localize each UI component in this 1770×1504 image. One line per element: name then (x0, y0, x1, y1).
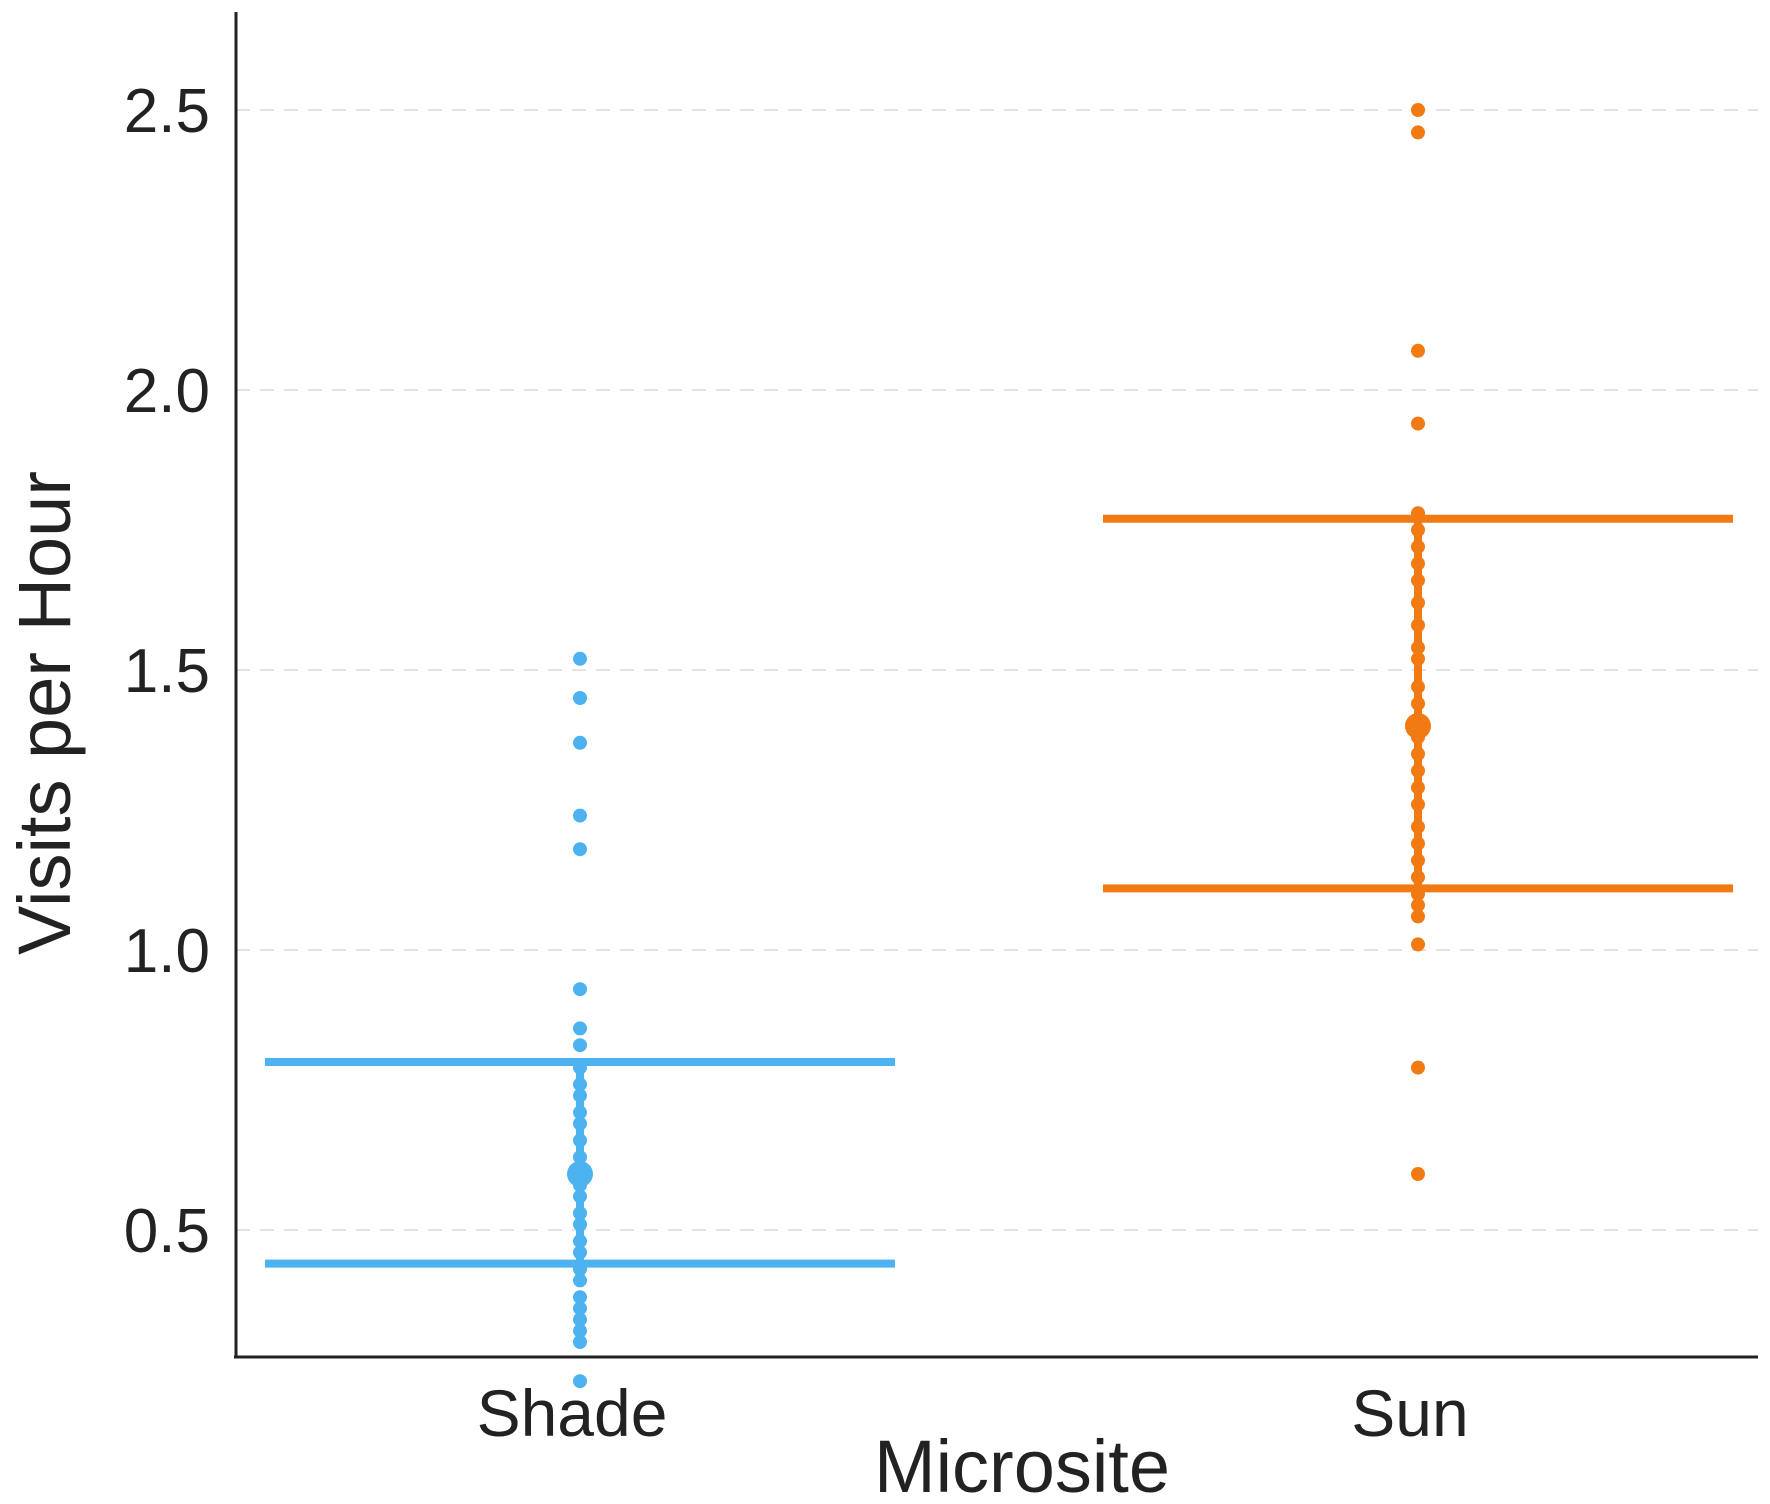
data-point (573, 1301, 587, 1316)
data-point (1411, 870, 1425, 885)
data-point (573, 1217, 587, 1232)
data-point (1411, 696, 1425, 711)
data-point (1411, 780, 1425, 795)
gridlines (236, 109, 1758, 1231)
data-point (573, 1116, 587, 1131)
data-point (1411, 1060, 1425, 1075)
data-point (1411, 125, 1425, 140)
data-point (1411, 937, 1425, 952)
data-point (1411, 747, 1425, 761)
data-point (573, 1150, 587, 1165)
data-point (1411, 909, 1425, 924)
data-point (573, 982, 587, 997)
data-point (573, 1060, 587, 1075)
data-point (573, 1038, 587, 1053)
data-point (573, 1312, 587, 1327)
data-point (1411, 595, 1425, 610)
data-point (1411, 640, 1425, 655)
data-point (573, 1290, 587, 1305)
y-tick-label: 0.5 (124, 1197, 210, 1266)
data-point (1411, 343, 1425, 358)
data-point (573, 1262, 587, 1277)
data-point (1411, 618, 1425, 633)
data-point (573, 1273, 587, 1288)
data-point (1411, 523, 1425, 537)
mean-point (567, 1161, 593, 1187)
data-point (1411, 836, 1425, 851)
data-point (573, 735, 587, 750)
x-category-label: Sun (1351, 1376, 1468, 1450)
x-category-label: Shade (477, 1376, 668, 1450)
y-axis-title: Visits per Hour (3, 471, 86, 955)
data-point (1411, 679, 1425, 694)
data-point (1411, 819, 1425, 834)
data-point (573, 1133, 587, 1148)
y-tick-label: 1.0 (124, 917, 210, 986)
y-tick-label: 2.5 (124, 77, 210, 146)
data-point (1411, 556, 1425, 571)
data-point (573, 1323, 587, 1338)
x-category-labels: Shade Sun (477, 1376, 1469, 1450)
data-point (573, 1374, 587, 1389)
y-tick-label: 2.0 (124, 357, 210, 426)
data-point (1411, 416, 1425, 431)
data-point (1411, 763, 1425, 778)
x-axis-title: Microsite (874, 1425, 1170, 1504)
data-point (573, 1234, 587, 1249)
data-point (573, 1335, 587, 1349)
data-point (573, 1077, 587, 1092)
data-point (1411, 539, 1425, 554)
data-point (1411, 1167, 1425, 1181)
data-series (265, 103, 1733, 1389)
data-point (1411, 651, 1425, 666)
data-point (573, 691, 587, 705)
data-point (573, 1105, 587, 1120)
data-point (1411, 506, 1425, 521)
data-point (573, 1088, 587, 1103)
data-point (1411, 887, 1425, 901)
data-point (1411, 853, 1425, 868)
series-shade (265, 651, 895, 1389)
series-sun (1103, 103, 1733, 1181)
data-point (1411, 103, 1425, 117)
data-point (573, 808, 587, 823)
data-point (1411, 573, 1425, 588)
data-point (573, 842, 587, 857)
y-tick-labels: 0.5 1.0 1.5 2.0 2.5 (124, 77, 210, 1266)
data-point (573, 1021, 587, 1036)
y-tick-label: 1.5 (124, 637, 210, 706)
data-point (573, 651, 587, 666)
data-point (573, 1189, 587, 1204)
mean-point (1405, 713, 1431, 739)
data-point (1411, 797, 1425, 812)
data-point (573, 1206, 587, 1221)
data-point (1411, 898, 1425, 913)
data-point (573, 1245, 587, 1260)
